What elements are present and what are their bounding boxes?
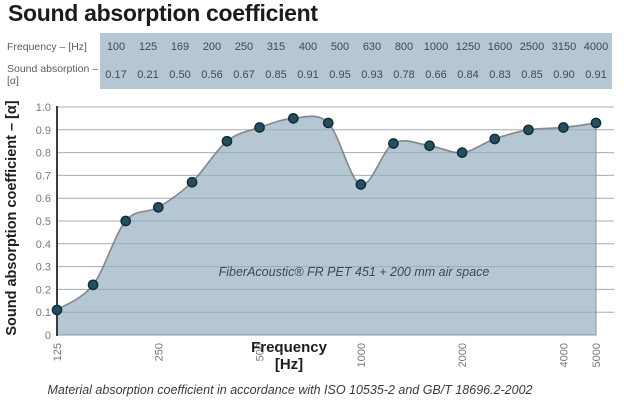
frequency-cell: 125 — [138, 41, 158, 53]
absorption-row-values: 0.17 0.21 0.50 0.56 0.67 0.85 0.91 0.95 0.93 0.78… — [100, 61, 612, 89]
absorption-cell: 0.78 — [393, 69, 415, 81]
absorption-cell: 0.91 — [585, 69, 607, 81]
y-axis-title: Sound absorption coefficient – [α] — [4, 100, 20, 335]
chart-caption: Material absorption coefficient in accor… — [47, 383, 533, 397]
series-annotation: FiberAcoustic® FR PET 451 + 200 mm air s… — [219, 265, 490, 279]
y-tick-labels: 0 0.1 0.2 0.3 0.4 0.5 0.6 0.7 0.8 0.9 1.0 — [36, 102, 51, 342]
frequency-cell: 800 — [394, 41, 414, 53]
absorption-cell: 0.93 — [361, 69, 383, 81]
table-row: Sound absorption – [α] 0.17 0.21 0.50 0.56 0… — [0, 61, 624, 89]
area-series — [56, 115, 597, 336]
svg-text:0: 0 — [45, 330, 51, 342]
absorption-cell: 0.66 — [425, 69, 447, 81]
frequency-cell: 4000 — [583, 41, 609, 53]
frequency-cell: 2500 — [519, 41, 545, 53]
svg-text:1.0: 1.0 — [36, 102, 51, 114]
frequency-row-values: 100 125 169 200 250 315 400 500 630 800 1000 1250 16… — [100, 33, 612, 61]
frequency-cell: 3150 — [551, 41, 577, 53]
svg-text:2000: 2000 — [457, 343, 469, 367]
frequency-cell: 200 — [202, 41, 222, 53]
absorption-cell: 0.67 — [233, 69, 255, 81]
svg-text:0.5: 0.5 — [36, 216, 51, 228]
frequency-cell: 500 — [330, 41, 350, 53]
svg-text:0.2: 0.2 — [36, 284, 51, 296]
absorption-chart: 0 0.1 0.2 0.3 0.4 0.5 0.6 0.7 0.8 0.9 1.0 125 250 50… — [4, 100, 614, 373]
absorption-cell: 0.85 — [521, 69, 543, 81]
frequency-cell: 1250 — [455, 41, 481, 53]
svg-text:0.8: 0.8 — [36, 148, 51, 160]
frequency-cell: 1600 — [487, 41, 513, 53]
svg-text:5000: 5000 — [591, 343, 603, 367]
absorption-cell: 0.84 — [457, 69, 479, 81]
absorption-row-label: Sound absorption – [α] — [0, 61, 100, 89]
table-row: Frequency – [Hz] 100 125 169 200 250 315 400 50… — [0, 33, 624, 61]
frequency-cell: 315 — [266, 41, 286, 53]
absorption-cell: 0.56 — [201, 69, 223, 81]
absorption-cell: 0.50 — [169, 69, 191, 81]
page-title: Sound absorption coefficient — [8, 0, 318, 26]
svg-text:0.3: 0.3 — [36, 262, 51, 274]
svg-text:0.1: 0.1 — [36, 307, 51, 319]
absorption-cell: 0.95 — [329, 69, 351, 81]
frequency-cell: 400 — [298, 41, 318, 53]
svg-text:500: 500 — [255, 343, 267, 361]
svg-text:1000: 1000 — [356, 343, 368, 367]
frequency-cell: 630 — [362, 41, 382, 53]
frequency-row-label: Frequency – [Hz] — [0, 33, 100, 61]
svg-text:125: 125 — [52, 343, 64, 361]
gridlines-overlay — [57, 106, 614, 313]
absorption-cell: 0.85 — [265, 69, 287, 81]
data-points — [51, 113, 602, 316]
frequency-cell: 100 — [106, 41, 126, 53]
svg-text:0.4: 0.4 — [36, 239, 51, 251]
absorption-cell: 0.90 — [553, 69, 575, 81]
absorption-cell: 0.21 — [137, 69, 159, 81]
svg-text:4000: 4000 — [558, 343, 570, 367]
absorption-cell: 0.91 — [297, 69, 319, 81]
frequency-cell: 169 — [170, 41, 190, 53]
x-axis-title: Frequency — [251, 339, 328, 356]
svg-text:250: 250 — [153, 343, 165, 361]
x-tick-labels: 125 250 500 1000 2000 4000 5000 — [52, 343, 603, 367]
absorption-table: Frequency – [Hz] 100 125 169 200 250 315 400 50… — [0, 33, 624, 89]
svg-text:0.7: 0.7 — [36, 170, 51, 182]
absorption-cell: 0.83 — [489, 69, 511, 81]
frequency-cell: 250 — [234, 41, 254, 53]
svg-text:0.9: 0.9 — [36, 125, 51, 137]
x-axis-title-unit: [Hz] — [275, 356, 303, 373]
absorption-cell: 0.17 — [105, 69, 127, 81]
frequency-cell: 1000 — [423, 41, 449, 53]
svg-text:0.6: 0.6 — [36, 193, 51, 205]
